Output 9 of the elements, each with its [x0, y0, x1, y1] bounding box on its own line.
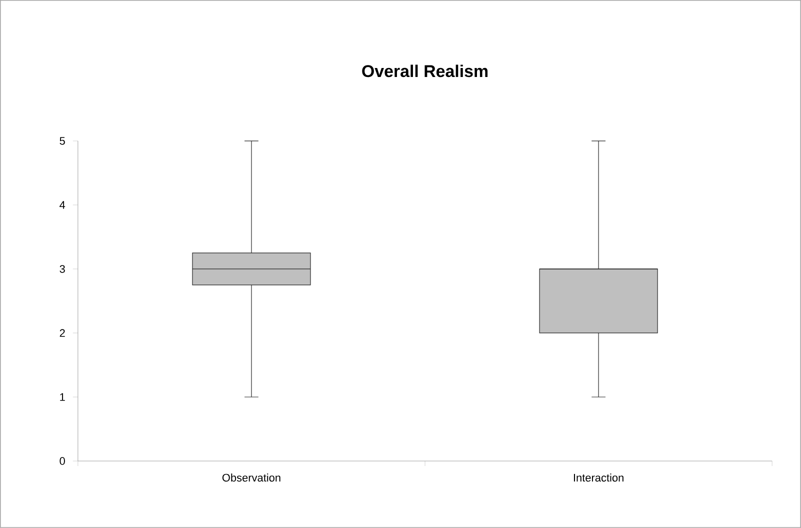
- y-tick-label: 3: [60, 265, 65, 273]
- x-tick-label: Observation: [222, 474, 280, 482]
- chart-title: Overall Realism: [362, 64, 488, 78]
- y-tick-label: 2: [60, 329, 65, 337]
- y-tick-label: 1: [60, 393, 65, 401]
- y-tick-label: 4: [60, 201, 66, 209]
- y-tick-label: 0: [60, 457, 65, 465]
- x-tick-label: Interaction: [574, 474, 624, 482]
- y-tick-label: 5: [60, 137, 65, 145]
